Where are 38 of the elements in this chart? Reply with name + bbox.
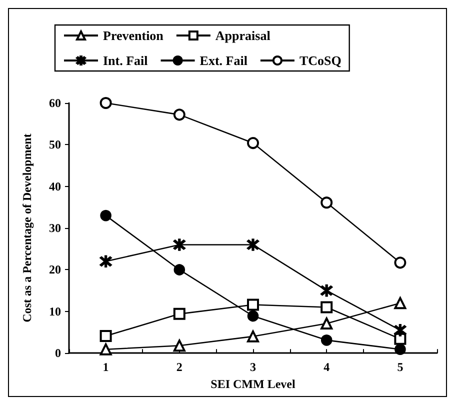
x-tick-label: 1 xyxy=(102,360,109,374)
point xyxy=(394,297,406,310)
legend-label: Appraisal xyxy=(215,28,271,43)
y-tick-label: 10 xyxy=(49,304,61,318)
point xyxy=(173,308,186,320)
point xyxy=(100,343,112,356)
point xyxy=(247,137,259,150)
point xyxy=(173,108,186,121)
y-tick-label: 30 xyxy=(49,221,61,236)
x-tick-label: 3 xyxy=(250,360,256,374)
point xyxy=(394,344,406,355)
y-tick-label: 0 xyxy=(55,346,61,360)
point xyxy=(394,256,406,269)
x-tick-label: 5 xyxy=(397,360,404,374)
point xyxy=(247,310,259,322)
x-tick-label: 4 xyxy=(324,360,330,374)
point xyxy=(100,97,112,109)
legend-label: Int. Fail xyxy=(103,53,148,68)
y-tick-label: 60 xyxy=(49,96,61,110)
point xyxy=(247,298,259,311)
point xyxy=(320,318,333,330)
point xyxy=(100,330,112,342)
point xyxy=(174,264,186,276)
y-tick-label: 20 xyxy=(49,262,61,277)
x-tick-label: 2 xyxy=(176,360,182,374)
legend-label: Ext. Fail xyxy=(200,53,248,68)
legend-label: Prevention xyxy=(103,28,164,43)
point xyxy=(100,210,112,222)
y-tick-label: 40 xyxy=(49,179,61,194)
x-axis-title: SEI CMM Level xyxy=(210,377,296,391)
legend-label: TCoSQ xyxy=(299,53,342,68)
point xyxy=(247,330,259,342)
point xyxy=(320,196,333,209)
point xyxy=(320,334,332,346)
point xyxy=(320,301,333,314)
y-axis-title: Cost as a Percentage of Development xyxy=(20,134,34,322)
y-tick-label: 50 xyxy=(49,138,61,152)
point xyxy=(173,340,186,352)
